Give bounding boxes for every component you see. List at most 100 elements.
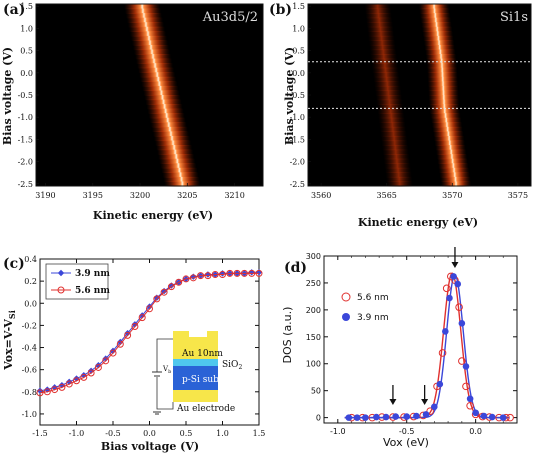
si-peak-band	[429, 104, 460, 110]
si-weak-band	[382, 149, 409, 155]
si-weak-band	[371, 63, 399, 69]
data-point-3-9nm	[392, 413, 399, 420]
heatmap-b-xlabel: Kinetic energy (eV)	[358, 216, 478, 229]
au-peak-band	[162, 172, 199, 178]
plot-c-ylabel-main: Vox=V-V	[2, 319, 15, 371]
data-point-3-9nm	[51, 384, 58, 391]
si-peak-band	[440, 181, 472, 187]
au-peak-band	[161, 167, 198, 173]
y-tick-label: -0.5	[290, 91, 305, 100]
x-tick-label: 1.0	[216, 429, 229, 438]
data-point-3-9nm	[466, 395, 474, 403]
au-peak-band	[124, 4, 161, 10]
au-peak-band	[150, 122, 187, 128]
si-weak-band	[377, 108, 404, 114]
data-point-3-9nm	[442, 328, 449, 335]
data-point-5-6nm	[102, 357, 110, 365]
data-point-5-6nm	[43, 388, 51, 396]
data-point-5-6nm	[167, 283, 175, 291]
si-peak-band	[420, 17, 451, 23]
heatmap-background	[308, 4, 531, 186]
vb-label-sub: b	[168, 369, 171, 375]
y-tick-label: 0.5	[292, 47, 305, 56]
y-tick-label: 150	[306, 333, 321, 342]
au-top-layer	[173, 331, 218, 345]
si-weak-band	[384, 163, 411, 169]
inset-label-psi: p-Si sub	[182, 375, 219, 385]
data-point-3-9nm	[373, 413, 380, 421]
au-peak-band	[145, 99, 182, 105]
vb-label: Vb	[162, 365, 171, 375]
inset-label-sio2: SiO2	[222, 360, 242, 371]
legend-box	[45, 263, 109, 300]
y-tick-label: 0	[316, 414, 321, 423]
si-peak-band	[433, 131, 464, 137]
si-peak-band	[429, 108, 460, 114]
au-peak-band	[135, 54, 172, 60]
y-tick-label: -0.8	[22, 388, 37, 397]
plot-c-ylabel-sub: Si	[7, 310, 17, 319]
panel-c: (c) -1.5 -1.0 -0.5 0.0 0.5 1.0 1.5 0.4 0.2 0.0 -0.…	[2, 255, 265, 453]
data-point-3-9nm	[462, 363, 470, 370]
si-weak-band	[367, 31, 395, 37]
data-point-3-9nm	[345, 414, 353, 421]
panel-a: (a) Au3d5/2 1.5 1.0 0.5 0.0 -0.5 -1.0 -1.5 -2.0…	[1, 2, 264, 222]
au-peak-band	[142, 85, 179, 92]
data-point-5-6nm	[211, 270, 219, 278]
heatmap-a-xlabel: Kinetic energy (eV)	[93, 209, 213, 222]
x-tick-label: 3200	[130, 191, 150, 200]
si-weak-band	[376, 99, 403, 105]
data-point-3-9nm	[480, 412, 488, 420]
si-peak-band	[438, 167, 470, 173]
si-peak-band	[437, 158, 468, 164]
y-tick-label: -0.2	[22, 321, 37, 330]
au-electrode	[173, 390, 218, 402]
inset-label-au: Au 10nm	[181, 349, 223, 359]
si-weak-band	[369, 44, 396, 51]
inset-label-sio2-main: SiO	[222, 360, 238, 370]
si-peak-band	[426, 63, 458, 69]
panel-a-label: (a)	[3, 2, 25, 18]
y-tick-label: -0.6	[22, 366, 37, 375]
data-point-5-6nm	[80, 373, 88, 381]
data-point-5-6nm	[153, 295, 161, 303]
data-point-5-6nm	[51, 386, 59, 394]
legend-label: 5.6 nm	[75, 286, 110, 296]
x-tick-label: 1.5	[253, 429, 266, 438]
y-tick-label: -0.5	[18, 91, 33, 100]
si-peak-band	[422, 31, 453, 37]
si-peak-band	[425, 49, 456, 55]
si-weak-band	[378, 113, 405, 119]
x-tick-label: -1.5	[32, 429, 47, 438]
si-weak-band	[374, 85, 401, 92]
au-peak-band	[158, 154, 195, 160]
au-peak-band	[155, 140, 192, 146]
x-tick-label: 3205	[177, 191, 197, 200]
au-peak-band	[128, 22, 164, 28]
plot-d-ylabel: DOS (a.u.)	[281, 307, 294, 364]
au-peak-band	[148, 113, 185, 119]
data-point-3-9nm	[109, 347, 117, 355]
data-point-5-6nm	[204, 272, 212, 280]
si-weak-band	[370, 54, 397, 60]
si-weak-band	[386, 176, 413, 183]
au-peak-band	[139, 72, 176, 78]
au-peak-band	[141, 81, 178, 87]
y-tick-label: 1.5	[20, 2, 33, 11]
si-peak-band	[427, 76, 458, 82]
data-point-5-6nm	[248, 269, 256, 277]
si-peak-band	[427, 81, 459, 87]
data-point-3-9nm	[353, 414, 361, 421]
au-peak-band	[143, 90, 180, 96]
data-point-5-6nm	[160, 288, 168, 296]
si-peak-band	[421, 22, 452, 28]
heatmap-b	[308, 4, 531, 187]
data-point-3-9nm	[422, 411, 430, 418]
au-peak-band	[124, 8, 161, 14]
si-weak-band	[380, 135, 408, 142]
data-point-3-9nm	[458, 320, 466, 327]
data-point-5-6nm	[146, 305, 153, 313]
data-point-3-9nm	[146, 303, 153, 310]
au-peak-band	[130, 31, 166, 37]
